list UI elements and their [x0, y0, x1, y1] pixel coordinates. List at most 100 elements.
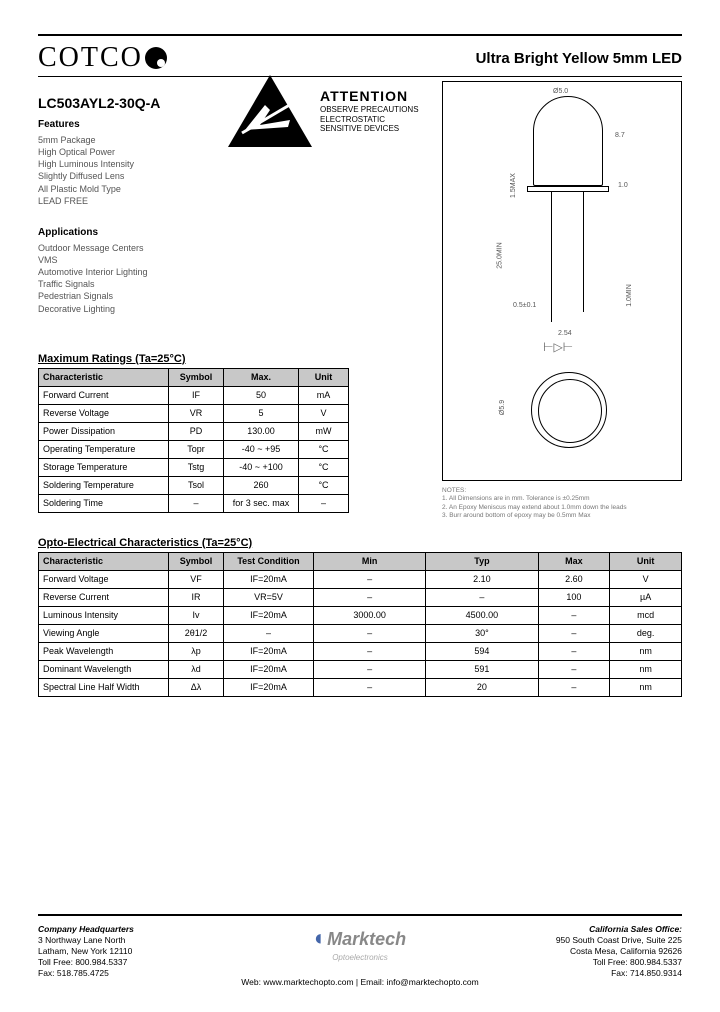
product-title: Ultra Bright Yellow 5mm LED	[476, 50, 682, 67]
table-cell: Operating Temperature	[39, 440, 169, 458]
table-cell: IR	[169, 588, 224, 606]
dim-label: 2.54	[558, 330, 572, 337]
table-cell: V	[299, 404, 349, 422]
dim-label: 25.0MIN	[497, 242, 504, 268]
table-cell: Power Dissipation	[39, 422, 169, 440]
table-row: Luminous IntensityIvIF=20mA3000.004500.0…	[39, 606, 682, 624]
table-cell: Reverse Current	[39, 588, 169, 606]
table-row: Forward VoltageVFIF=20mA–2.102.60V	[39, 570, 682, 588]
package-diagram: Ø5.0 8.7 1.5MAX 1.0 25.0MIN 0.5±0.1 1.0M…	[442, 81, 682, 481]
ca-title: California Sales Office:	[502, 924, 682, 935]
table-cell: Soldering Time	[39, 494, 169, 512]
brand-text: COTCO	[38, 42, 143, 74]
attention-line: ELECTROSTATIC	[320, 115, 419, 125]
opto-table: Characteristic Symbol Test Condition Min…	[38, 552, 682, 697]
table-cell: Tstg	[169, 458, 224, 476]
col-header: Unit	[299, 368, 349, 386]
feature-item: Slightly Diffused Lens	[38, 170, 188, 182]
col-header: Characteristic	[39, 552, 169, 570]
top-rule	[38, 34, 682, 36]
esd-attention: ATTENTION OBSERVE PRECAUTIONS ELECTROSTA…	[228, 75, 419, 147]
diode-symbol-icon: ⊢▷⊢	[543, 340, 573, 354]
led-base-icon	[527, 186, 609, 192]
table-row: Viewing Angle2θ1/2––30°–deg.	[39, 624, 682, 642]
table-cell: –	[299, 494, 349, 512]
table-row: Soldering TemperatureTsol260°C	[39, 476, 349, 494]
table-row: Dominant WavelengthλdIF=20mA–591–nm	[39, 660, 682, 678]
table-cell: V	[610, 570, 682, 588]
table-cell: 100	[538, 588, 610, 606]
table-row: Storage TemperatureTstg-40 ~ +100°C	[39, 458, 349, 476]
applications-list: Outdoor Message Centers VMS Automotive I…	[38, 242, 426, 315]
table-cell: 594	[426, 642, 538, 660]
footer: Company Headquarters 3 Northway Lane Nor…	[38, 914, 682, 988]
table-cell: 2.10	[426, 570, 538, 588]
feature-item: High Luminous Intensity	[38, 158, 188, 170]
table-cell: IF=20mA	[224, 642, 314, 660]
feature-item: LEAD FREE	[38, 195, 188, 207]
footer-rule	[38, 914, 682, 916]
table-row: Forward CurrentIF50mA	[39, 386, 349, 404]
app-item: VMS	[38, 254, 426, 266]
table-cell: Forward Current	[39, 386, 169, 404]
marktech-text: Marktech	[327, 929, 406, 949]
col-header: Unit	[610, 552, 682, 570]
table-cell: –	[169, 494, 224, 512]
table-cell: Iv	[169, 606, 224, 624]
table-cell: 2θ1/2	[169, 624, 224, 642]
ca-line: 950 South Coast Drive, Suite 225	[502, 935, 682, 946]
diagram-notes: NOTES: 1. All Dimensions are in mm. Tole…	[442, 487, 682, 521]
footer-row: Company Headquarters 3 Northway Lane Nor…	[38, 924, 682, 988]
feature-item: 5mm Package	[38, 134, 188, 146]
body: LC503AYL2-30Q-A Features 5mm Package Hig…	[38, 81, 682, 521]
app-item: Automotive Interior Lighting	[38, 266, 426, 278]
table-cell: mA	[299, 386, 349, 404]
esd-hand-icon	[240, 95, 300, 135]
marktech-logo: ◐Marktech	[218, 924, 502, 953]
table-cell: Viewing Angle	[39, 624, 169, 642]
table-cell: Soldering Temperature	[39, 476, 169, 494]
table-cell: λd	[169, 660, 224, 678]
brand-logo: COTCO	[38, 42, 167, 74]
app-item: Decorative Lighting	[38, 303, 426, 315]
bottom-view-icon	[531, 372, 607, 448]
table-cell: Spectral Line Half Width	[39, 678, 169, 696]
feature-item: All Plastic Mold Type	[38, 183, 188, 195]
note-item: 1. All Dimensions are in mm. Tolerance i…	[442, 495, 682, 503]
col-header: Max.	[224, 368, 299, 386]
lead-icon	[583, 192, 584, 312]
table-cell: 260	[224, 476, 299, 494]
dim-label: Ø5.9	[499, 400, 506, 415]
ca-line: Fax: 714.850.9314	[502, 968, 682, 979]
marktech-sub: Optoelectronics	[218, 953, 502, 963]
hq-title: Company Headquarters	[38, 924, 218, 935]
table-cell: Topr	[169, 440, 224, 458]
table-cell: –	[314, 642, 426, 660]
table-cell: -40 ~ +100	[224, 458, 299, 476]
max-ratings-table: Characteristic Symbol Max. Unit Forward …	[38, 368, 349, 513]
table-row: Reverse VoltageVR5V	[39, 404, 349, 422]
table-cell: deg.	[610, 624, 682, 642]
table-cell: –	[538, 678, 610, 696]
esd-triangle-icon	[228, 75, 312, 147]
table-cell: –	[538, 624, 610, 642]
table-cell: 4500.00	[426, 606, 538, 624]
table-cell: –	[538, 642, 610, 660]
table-cell: Peak Wavelength	[39, 642, 169, 660]
table-cell: 3000.00	[314, 606, 426, 624]
footer-center: ◐Marktech Optoelectronics Web: www.markt…	[218, 924, 502, 988]
dim-label: 1.0	[618, 182, 628, 189]
table-cell: IF=20mA	[224, 660, 314, 678]
table-cell: nm	[610, 678, 682, 696]
table-cell: 20	[426, 678, 538, 696]
hq-line: Latham, New York 12110	[38, 946, 218, 957]
table-cell: 2.60	[538, 570, 610, 588]
table-cell: –	[538, 660, 610, 678]
table-row: Spectral Line Half WidthΔλIF=20mA–20–nm	[39, 678, 682, 696]
table-cell: Storage Temperature	[39, 458, 169, 476]
opto-title: Opto-Electrical Characteristics (Ta=25°C…	[38, 537, 682, 549]
table-cell: –	[314, 624, 426, 642]
footer-hq: Company Headquarters 3 Northway Lane Nor…	[38, 924, 218, 988]
table-cell: nm	[610, 642, 682, 660]
note-item: 2. An Epoxy Meniscus may extend about 1.…	[442, 504, 682, 512]
